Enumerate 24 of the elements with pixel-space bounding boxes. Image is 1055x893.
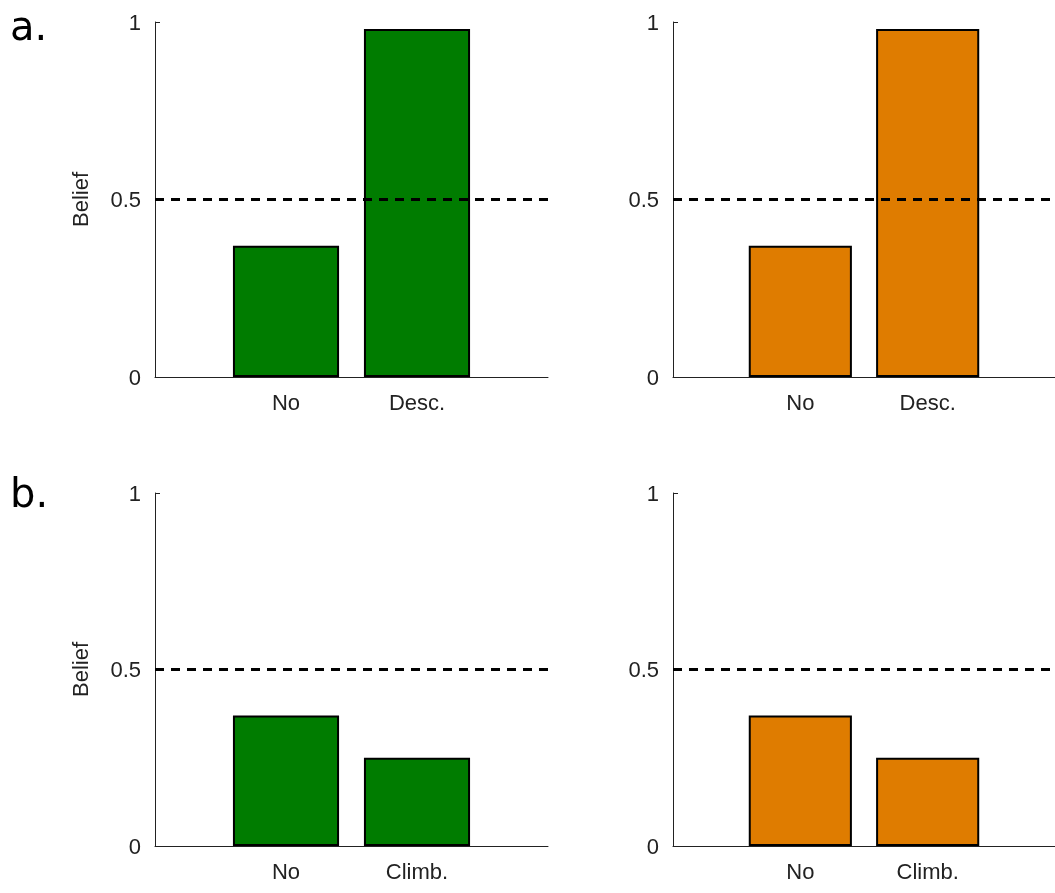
x-tick-label: No — [271, 858, 301, 884]
y-tick-label: 0 — [646, 833, 659, 859]
y-tick-label: 1 — [646, 480, 659, 506]
y-tick-label: 0 — [128, 833, 141, 859]
x-tick-label: Climb. — [385, 858, 449, 884]
y-tick-label: 1 — [646, 9, 659, 35]
x-tick-label: No — [786, 389, 815, 415]
y-tick-label: 1 — [128, 9, 141, 35]
y-tick-label: 0.5 — [110, 657, 141, 682]
x-tick-label: Desc. — [899, 389, 956, 415]
y-tick-label: 0 — [128, 364, 141, 390]
y-axis-title: Belief — [67, 171, 93, 228]
y-tick-label: 0 — [646, 364, 659, 390]
text: b. — [10, 470, 49, 516]
y-tick-label: 0.5 — [110, 187, 141, 212]
x-tick-label: Desc. — [388, 389, 446, 415]
x-tick-label: No — [271, 389, 301, 415]
y-tick-label: 1 — [128, 480, 141, 506]
y-axis-title: Belief — [67, 641, 93, 698]
x-tick-label: Climb. — [896, 858, 959, 884]
y-tick-label: 0.5 — [628, 657, 659, 682]
y-tick-label: 0.5 — [628, 187, 659, 212]
x-tick-label: No — [786, 858, 815, 884]
text: a. — [10, 3, 48, 49]
